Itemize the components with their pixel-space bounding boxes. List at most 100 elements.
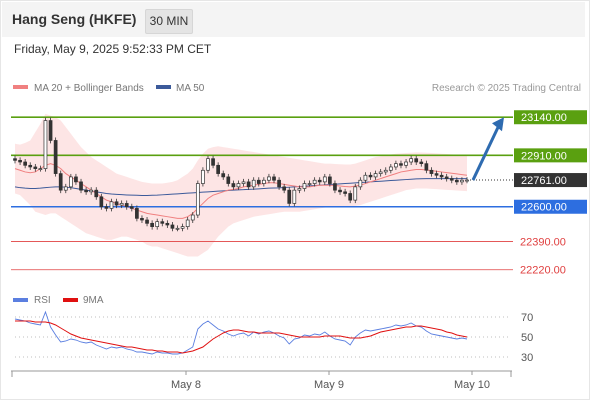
candle-body — [358, 179, 363, 188]
candle-body — [175, 227, 180, 230]
candle-body — [282, 186, 287, 191]
candle-body — [267, 176, 271, 181]
candle-body — [79, 181, 83, 191]
candle-body — [104, 206, 109, 209]
candle-body — [13, 158, 17, 161]
candle-body — [231, 183, 236, 188]
candle-body — [394, 163, 398, 168]
rsi-legend-label: RSI — [34, 295, 51, 306]
candle-body — [262, 179, 266, 184]
candle-body — [277, 179, 281, 188]
candle-body — [140, 218, 144, 221]
candle-body — [353, 186, 358, 201]
credit-label: Research © 2025 Trading Central — [432, 83, 581, 94]
candle-body — [160, 221, 165, 224]
candle-body — [444, 176, 449, 179]
candle-body — [439, 174, 444, 178]
candle-body — [343, 191, 347, 194]
candle-body — [449, 178, 454, 181]
level-label: 22600.00 — [521, 202, 567, 214]
ma9-legend-label: 9MA — [83, 295, 104, 306]
resistance-level-tag — [514, 110, 587, 125]
candle-body — [206, 158, 210, 171]
candle-body — [236, 183, 241, 188]
candle-body — [292, 189, 297, 204]
candle-body — [241, 181, 246, 184]
candle-body — [221, 173, 226, 178]
candle-body — [246, 181, 251, 188]
candle-body — [129, 206, 134, 209]
candle-body — [58, 173, 63, 191]
rsi-line — [14, 310, 468, 355]
candle-body — [226, 176, 231, 184]
price-layer: 23140.00 22910.00 22761.00 22600.00 22390.00… — [11, 110, 587, 277]
candle-body — [454, 179, 459, 183]
current-price-tag — [514, 173, 587, 188]
candle-body — [404, 161, 408, 166]
rsi-tick-label: 70 — [521, 312, 533, 324]
candle-body — [180, 226, 185, 229]
candle-body — [465, 179, 469, 182]
rsi-layer: 70 50 30 — [14, 310, 533, 364]
candle-body — [460, 179, 464, 183]
candle-body — [165, 222, 170, 226]
candle-body — [23, 161, 28, 166]
candle-body — [338, 189, 342, 193]
current-price-label: 22761.00 — [521, 175, 567, 187]
candle-body — [368, 174, 373, 178]
candle-body — [363, 174, 368, 181]
candle-body — [124, 203, 129, 208]
candle-body — [28, 164, 33, 168]
candle-body — [388, 166, 393, 171]
support-level-tag — [514, 199, 587, 214]
candle-body — [109, 201, 114, 209]
candle-body — [317, 179, 322, 183]
candle-body — [89, 189, 94, 193]
candle-body — [33, 166, 38, 169]
rsi-legend-swatch — [13, 298, 28, 302]
chart-header: Hang Seng (HKFE) 30 MIN — [2, 2, 585, 37]
rsi-ma-line — [15, 320, 468, 354]
candle-body — [429, 169, 434, 174]
candle-body — [84, 189, 88, 193]
timeframe-button[interactable]: 30 MIN — [145, 9, 193, 34]
ma9-legend-swatch — [63, 298, 78, 302]
ma50-legend-swatch — [156, 85, 171, 89]
candle-body — [195, 183, 200, 216]
candle-body — [190, 214, 195, 221]
level-label: 23140.00 — [521, 112, 567, 124]
candle-body — [38, 168, 43, 170]
time-tick-label: May 8 — [171, 379, 201, 391]
candle-body — [150, 222, 154, 227]
time-tick-label: May 10 — [454, 379, 490, 391]
level-label: 22910.00 — [521, 150, 567, 162]
candle-body — [63, 186, 68, 191]
candle-body — [155, 221, 160, 227]
level-label: 22220.00 — [520, 265, 566, 277]
projection-arrow-head — [492, 117, 504, 132]
candle-body — [74, 176, 78, 183]
bollinger-band — [15, 113, 467, 257]
resistance-level-tag — [514, 148, 587, 163]
ma50-legend-label: MA 50 — [176, 83, 205, 94]
chart-title: Hang Seng (HKFE) — [12, 11, 137, 27]
candle-body — [99, 196, 104, 208]
candle-body — [312, 179, 317, 184]
candle-body — [272, 176, 276, 181]
candle-body — [333, 183, 337, 191]
time-axis: May 8 May 9 May 10 — [11, 370, 512, 391]
candle-body — [373, 173, 378, 178]
candle-body — [251, 179, 256, 188]
candle-body — [409, 158, 413, 163]
candle-body — [378, 171, 383, 174]
candle-body — [348, 193, 353, 201]
candle-body — [287, 189, 292, 204]
candle-body — [216, 164, 220, 174]
candle-body — [424, 163, 429, 171]
candle-body — [419, 161, 424, 164]
candle-body — [297, 188, 302, 191]
candle-body — [414, 158, 419, 163]
candle-body — [135, 208, 139, 219]
